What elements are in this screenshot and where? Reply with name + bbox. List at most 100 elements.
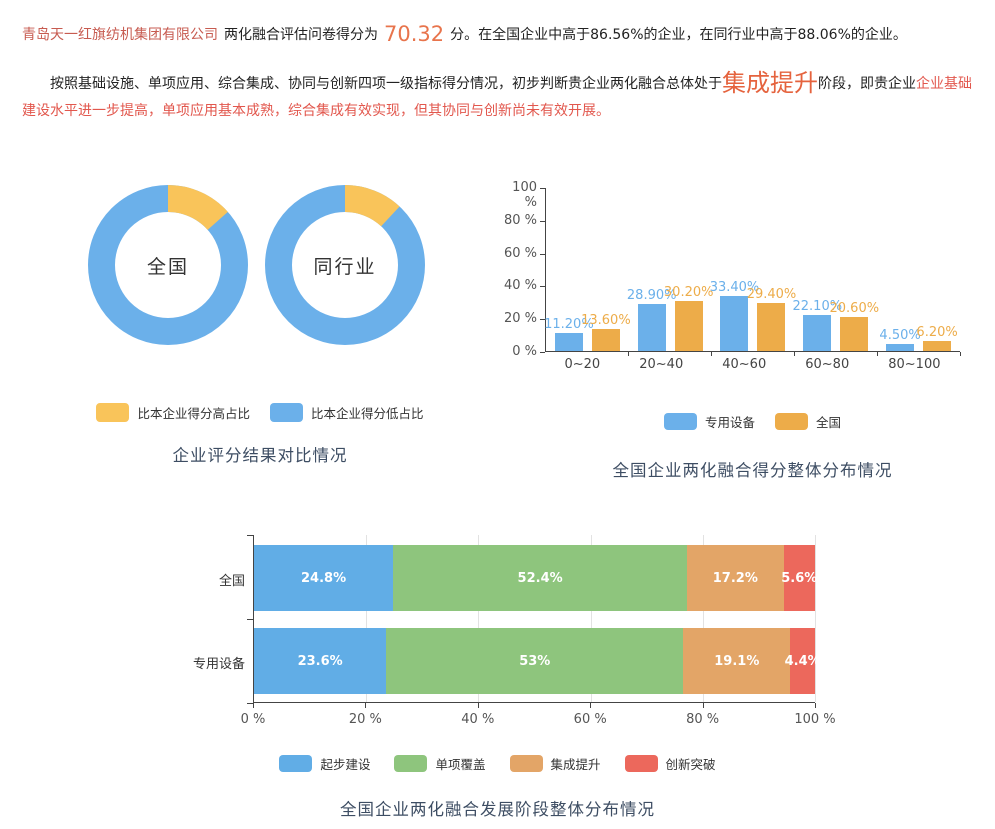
stage-distribution-area: 24.8% 52.4% 17.2% 5.6% 23.6% 53% 19.1% 4.4% 起步建… xyxy=(0,530,995,829)
segment-value-label: 17.2% xyxy=(712,570,758,586)
legend-item-单项覆盖[interactable]: 单项覆盖 xyxy=(394,754,486,773)
bar-专用设备-40~60[interactable]: 33.40% xyxy=(710,280,759,351)
legend-swatch xyxy=(279,755,313,772)
segment-value-label: 24.8% xyxy=(301,570,347,586)
segment-value-label: 52.4% xyxy=(517,570,563,586)
bar-chart-title: 全国企业两化融合得分整体分布情况 xyxy=(612,461,893,480)
y-tick-label: 60 % xyxy=(503,245,537,261)
segment-创新突破-专用设备[interactable]: 4.4% xyxy=(785,628,821,694)
bar-全国-60~80[interactable]: 20.60% xyxy=(829,301,879,351)
x-tick-label: 40 % xyxy=(461,712,495,727)
analysis-lead: 按照基础设施、单项应用、综合集成、协同与创新四项一级指标得分情况，初步判断贵企业… xyxy=(50,76,722,92)
bar-value-label: 28.90% xyxy=(626,287,677,303)
stack-legend: 起步建设 单项覆盖 集成提升 创新突破 xyxy=(0,754,995,773)
x-tick-mark xyxy=(365,703,367,708)
segment-集成提升-专用设备[interactable]: 19.1% xyxy=(683,628,791,694)
bar-value-label: 33.40% xyxy=(709,280,760,296)
bar-全国-20~40[interactable]: 30.20% xyxy=(664,285,713,351)
bar-value-label: 11.20% xyxy=(544,316,594,332)
bar-全国-0~20[interactable]: 13.60% xyxy=(581,313,631,351)
segment-单项覆盖-专用设备[interactable]: 53% xyxy=(386,628,684,694)
bar-value-label: 29.40% xyxy=(746,286,797,302)
y-tick-mark xyxy=(540,253,545,255)
x-category-label: 40~60 xyxy=(722,357,767,372)
x-tick-mark xyxy=(711,352,712,356)
bar-全国-80~100[interactable]: 6.20% xyxy=(916,325,958,351)
donut-legend: 比本企业得分高占比 比本企业得分低占比 xyxy=(60,403,460,422)
legend-label: 全国 xyxy=(816,415,842,430)
legend-label: 比本企业得分高占比 xyxy=(137,406,250,421)
legend-item-比本企业得分低占比[interactable]: 比本企业得分低占比 xyxy=(270,403,424,422)
bar-value-label: 22.10% xyxy=(792,298,843,314)
score-label: 两化融合评估问卷得分为 xyxy=(224,27,378,43)
x-tick-mark xyxy=(702,703,704,708)
y-tick-label: 100 % xyxy=(512,180,537,210)
bar-value-label: 30.20% xyxy=(663,285,714,301)
segment-value-label: 19.1% xyxy=(714,653,760,669)
gridline-100 xyxy=(815,535,816,702)
segment-单项覆盖-全国[interactable]: 52.4% xyxy=(393,545,688,611)
gridline-80 xyxy=(702,535,704,702)
bar-legend: 专用设备 全国 xyxy=(545,412,960,431)
legend-label: 集成提升 xyxy=(550,757,601,772)
donut-industry: 同行业 xyxy=(265,185,425,345)
donut-national: 全国 xyxy=(88,185,248,345)
x-tick-label: 80 % xyxy=(686,712,720,727)
donut-national-ring[interactable] xyxy=(88,185,248,345)
x-tick-label: 20 % xyxy=(348,712,382,727)
x-tick-mark xyxy=(960,352,961,356)
segment-起步建设-专用设备[interactable]: 23.6% xyxy=(254,628,387,694)
x-tick-mark xyxy=(815,703,816,708)
legend-label: 专用设备 xyxy=(704,415,755,430)
legend-label: 比本企业得分低占比 xyxy=(311,406,424,421)
segment-创新突破-全国[interactable]: 5.6% xyxy=(781,545,817,611)
bar-全国-40~60[interactable]: 29.40% xyxy=(747,287,796,351)
legend-item-全国[interactable]: 全国 xyxy=(775,412,841,431)
x-tick-mark xyxy=(794,352,795,356)
score-distribution-plot: 11.20% 13.60% 28.90% 30.20% 33.40% 29.40% 22.1… xyxy=(544,188,960,352)
segment-起步建设-全国[interactable]: 24.8% xyxy=(254,545,394,611)
stacked-bar-专用设备: 23.6% 53% 19.1% 4.4% xyxy=(254,628,821,694)
legend-swatch xyxy=(509,755,543,772)
segment-value-label: 23.6% xyxy=(297,653,343,669)
donut-industry-center-label: 同行业 xyxy=(313,255,377,278)
legend-swatch xyxy=(624,755,658,772)
bar-专用设备-60~80[interactable]: 22.10% xyxy=(792,299,842,351)
bar-专用设备-0~20[interactable]: 11.20% xyxy=(544,317,594,351)
gridline-60 xyxy=(590,535,592,702)
donut-national-center-label: 全国 xyxy=(146,255,189,278)
x-category-label: 80~100 xyxy=(888,357,941,372)
score-distribution-area: 11.20% 13.60% 28.90% 30.20% 33.40% 29.40% 22.1… xyxy=(497,180,975,380)
donut-chart-title: 企业评分结果对比情况 xyxy=(172,446,348,465)
legend-item-比本企业得分高占比[interactable]: 比本企业得分高占比 xyxy=(96,403,250,422)
bar-group-0~20: 11.20% 13.60% xyxy=(544,188,631,351)
bar-value-label: 20.60% xyxy=(829,301,880,317)
y-tick-mark xyxy=(247,703,253,704)
legend-item-专用设备[interactable]: 专用设备 xyxy=(663,412,755,431)
y-tick-mark xyxy=(540,188,545,189)
donut-industry-ring[interactable] xyxy=(265,185,425,345)
y-tick-mark xyxy=(540,220,545,222)
bar-group-60~80: 22.10% 20.60% xyxy=(792,188,879,351)
score-summary-paragraph: 青岛天一红旗纺机集团有限公司 两化融合评估问卷得分为 70.32 分。在全国企业中高于… xyxy=(22,22,985,47)
segment-集成提升-全国[interactable]: 17.2% xyxy=(687,545,784,611)
score-distribution-xlabels: 0~20 20~40 40~60 60~80 80~100 xyxy=(545,357,960,372)
gridline-20 xyxy=(366,535,368,702)
stage-distribution-plot: 24.8% 52.4% 17.2% 5.6% 23.6% 53% 19.1% 4.4% xyxy=(253,535,821,703)
bar-group-40~60: 33.40% 29.40% xyxy=(710,188,796,351)
legend-item-起步建设[interactable]: 起步建设 xyxy=(279,754,370,773)
legend-item-创新突破[interactable]: 创新突破 xyxy=(624,754,716,773)
stage-name: 集成提升 xyxy=(722,69,818,97)
bar-group-80~100: 4.50% 6.20% xyxy=(879,188,958,351)
legend-swatch xyxy=(270,403,303,422)
x-tick-label: 60 % xyxy=(573,712,607,727)
bar-专用设备-80~100[interactable]: 4.50% xyxy=(879,328,921,351)
bar-专用设备-20~40[interactable]: 28.90% xyxy=(627,288,676,351)
y-tick-mark xyxy=(540,319,545,321)
bar-group-20~40: 28.90% 30.20% xyxy=(627,188,713,351)
legend-item-集成提升[interactable]: 集成提升 xyxy=(509,754,601,773)
segment-value-label: 53% xyxy=(519,653,551,669)
x-tick-mark xyxy=(253,703,254,708)
gridline-40 xyxy=(478,535,480,702)
